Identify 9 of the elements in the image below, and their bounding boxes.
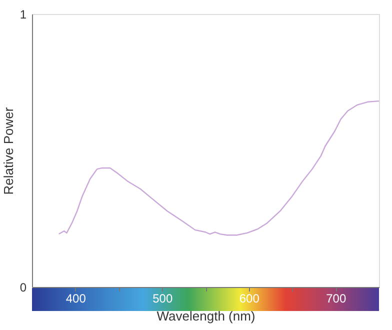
x-tick-label: 500 <box>152 292 173 306</box>
y-tick-label: 0 <box>20 280 27 294</box>
x-tick-label: 700 <box>326 292 346 306</box>
x-tick-label: 400 <box>66 292 86 306</box>
x-tick-label: 600 <box>239 292 260 306</box>
x-axis-title: Wavelength (nm) <box>156 308 256 324</box>
y-tick-label: 1 <box>20 8 27 22</box>
line-series <box>58 100 380 236</box>
y-axis-title: Relative Power <box>0 106 16 195</box>
